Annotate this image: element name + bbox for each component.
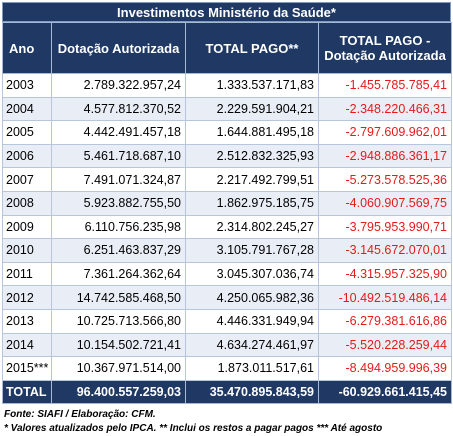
cell-total-pago: 2.314.802.245,27	[185, 214, 319, 240]
cell-difference: -2.797.609.962,01	[318, 120, 452, 145]
cell-ano: 2013	[2, 308, 52, 334]
cell-dotacao: 10.154.502.721,41	[51, 332, 186, 358]
cell-total-pago: 2.229.591.904,21	[185, 96, 319, 122]
cell-total-pago: 1.873.011.517,61	[185, 356, 319, 381]
table-row: 2012 14.742.585.468,50 4.250.065.982,36 …	[2, 285, 452, 310]
header-dotacao: Dotação Autorizada	[51, 22, 186, 74]
cell-difference: -5.273.578.525,36	[318, 167, 452, 192]
cell-ano: 2010	[2, 238, 52, 263]
header-ano: Ano	[2, 22, 52, 74]
header-difference: TOTAL PAGO - Dotação Autorizada	[318, 22, 452, 74]
total-row: TOTAL 96.400.557.259,03 35.470.895.843,5…	[2, 379, 452, 404]
table-row: 2003 2.789.322.957,24 1.333.537.171,83 -…	[2, 73, 452, 98]
table-row: 2009 6.110.756.235,98 2.314.802.245,27 -…	[2, 214, 452, 240]
cell-dotacao: 10.725.713.566,80	[51, 308, 186, 334]
cell-ano: 2005	[2, 120, 52, 145]
cell-difference: -3.145.672.070,01	[318, 238, 452, 263]
source-note: Fonte: SIAFI / Elaboração: CFM.	[4, 408, 156, 420]
cell-difference: -6.279.381.616,86	[318, 308, 452, 334]
header-difference-line2: Dotação Autorizada	[324, 48, 446, 63]
cell-total-pago: 3.105.791.767,28	[185, 238, 319, 263]
cell-dotacao: 4.442.491.457,18	[51, 120, 186, 145]
cell-total-pago: 4.250.065.982,36	[185, 285, 319, 310]
table-row: 2011 7.361.264.362,64 3.045.307.036,74 -…	[2, 261, 452, 287]
cell-ano: 2007	[2, 167, 52, 192]
cell-total-pago: 4.446.331.949,94	[185, 308, 319, 334]
cell-difference: -4.315.957.325,90	[318, 261, 452, 287]
table-row: 2006 5.461.718.687,10 2.512.832.325,93 -…	[2, 143, 452, 169]
cell-ano: 2006	[2, 143, 52, 169]
cell-total-pago: 1.862.975.185,75	[185, 190, 319, 216]
cell-total-pago: 2.217.492.799,51	[185, 167, 319, 192]
table-row: 2014 10.154.502.721,41 4.634.274.461,97 …	[2, 332, 452, 358]
cell-dotacao: 2.789.322.957,24	[51, 73, 186, 98]
total-label: TOTAL	[2, 379, 52, 404]
table-row: 2013 10.725.713.566,80 4.446.331.949,94 …	[2, 308, 452, 334]
cell-difference: -3.795.953.990,71	[318, 214, 452, 240]
table-row: 2005 4.442.491.457,18 1.644.881.495,18 -…	[2, 120, 452, 145]
cell-dotacao: 6.110.756.235,98	[51, 214, 186, 240]
cell-ano: 2003	[2, 73, 52, 98]
cell-dotacao: 5.461.718.687,10	[51, 143, 186, 169]
cell-dotacao: 10.367.971.514,00	[51, 356, 186, 381]
cell-total-pago: 1.333.537.171,83	[185, 73, 319, 98]
header-row: Ano Dotação Autorizada TOTAL PAGO** TOTA…	[2, 22, 452, 74]
cell-dotacao: 5.923.882.755,50	[51, 190, 186, 216]
table-row: 2010 6.251.463.837,29 3.105.791.767,28 -…	[2, 238, 452, 263]
header-difference-line1: TOTAL PAGO -	[339, 33, 431, 48]
cell-ano: 2011	[2, 261, 52, 287]
header-total-pago: TOTAL PAGO**	[185, 22, 319, 74]
cell-dotacao: 14.742.585.468,50	[51, 285, 186, 310]
total-difference: -60.929.661.415,45	[318, 379, 452, 404]
total-pago: 35.470.895.843,59	[185, 379, 319, 404]
cell-difference: -2.348.220.466,31	[318, 96, 452, 122]
cell-ano: 2008	[2, 190, 52, 216]
table-row: 2004 4.577.812.370,52 2.229.591.904,21 -…	[2, 96, 452, 122]
cell-ano: 2004	[2, 96, 52, 122]
table-row: 2007 7.491.071.324,87 2.217.492.799,51 -…	[2, 167, 452, 192]
cell-difference: -10.492.519.486,14	[318, 285, 452, 310]
cell-total-pago: 4.634.274.461,97	[185, 332, 319, 358]
cell-difference: -2.948.886.361,17	[318, 143, 452, 169]
cell-dotacao: 7.361.264.362,64	[51, 261, 186, 287]
footnote: * Valores atualizados pelo IPCA. ** Incl…	[4, 422, 383, 434]
cell-ano: 2012	[2, 285, 52, 310]
cell-difference: -4.060.907.569,75	[318, 190, 452, 216]
cell-difference: -8.494.959.996,39	[318, 356, 452, 381]
cell-total-pago: 1.644.881.495,18	[185, 120, 319, 145]
cell-ano: 2015***	[2, 356, 52, 381]
cell-ano: 2009	[2, 214, 52, 240]
table-row: 2015*** 10.367.971.514,00 1.873.011.517,…	[2, 356, 452, 381]
cell-dotacao: 6.251.463.837,29	[51, 238, 186, 263]
table-title: Investimentos Ministério da Saúde*	[2, 2, 451, 22]
cell-difference: -5.520.228.259,44	[318, 332, 452, 358]
table-body: 2003 2.789.322.957,24 1.333.537.171,83 -…	[2, 73, 452, 404]
total-dotacao: 96.400.557.259,03	[51, 379, 186, 404]
cell-difference: -1.455.785.785,41	[318, 73, 452, 98]
table-row: 2008 5.923.882.755,50 1.862.975.185,75 -…	[2, 190, 452, 216]
cell-dotacao: 7.491.071.324,87	[51, 167, 186, 192]
table-notes: Fonte: SIAFI / Elaboração: CFM. * Valore…	[2, 408, 451, 436]
cell-ano: 2014	[2, 332, 52, 358]
cell-dotacao: 4.577.812.370,52	[51, 96, 186, 122]
investments-table: Ano Dotação Autorizada TOTAL PAGO** TOTA…	[2, 22, 452, 404]
cell-total-pago: 2.512.832.325,93	[185, 143, 319, 169]
cell-total-pago: 3.045.307.036,74	[185, 261, 319, 287]
